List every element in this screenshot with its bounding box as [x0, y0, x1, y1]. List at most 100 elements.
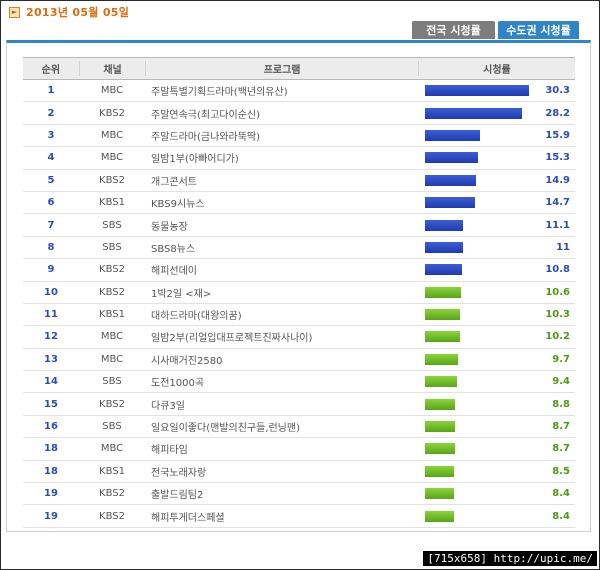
ratings-table: 순위 채널 프로그램 시청률 1 MBC 주말특별기획드라마(백년의유산) 30.3 2…: [23, 57, 575, 528]
rating-bar: [425, 398, 455, 410]
channel-cell: KBS2: [99, 510, 125, 522]
program-cell: 주말드라마(금나와라뚝딱): [151, 131, 261, 143]
table-row: 3 MBC 주말드라마(금나와라뚝딱) 15.9: [23, 125, 575, 148]
table-row: 16 SBS 일요일이좋다(맨발의친구들,런닝맨) 8.7: [23, 416, 575, 439]
rank-cell: 2: [47, 107, 55, 119]
rating-bar: [425, 219, 463, 231]
rating-cell: 15.3: [418, 147, 575, 168]
header-program: 프로그램: [145, 61, 418, 76]
ratings-panel: 순위 채널 프로그램 시청률 1 MBC 주말특별기획드라마(백년의유산) 30.3 2…: [6, 40, 591, 532]
rating-value: 15.3: [545, 152, 570, 164]
rating-bar: [425, 129, 480, 141]
channel-cell: KBS1: [99, 309, 125, 321]
rating-bar: [425, 241, 463, 253]
program-cell: SBS8뉴스: [151, 243, 196, 255]
date-label: 2013년 05월 05일: [26, 6, 130, 19]
rank-cell: 18: [44, 465, 58, 477]
channel-cell: MBC: [100, 443, 124, 455]
rating-bar: [425, 286, 461, 298]
table-row: 15 KBS2 다큐3일 8.8: [23, 393, 575, 416]
channel-cell: MBC: [100, 353, 124, 365]
program-cell: 시사매거진2580: [151, 355, 223, 367]
channel-cell: KBS1: [99, 465, 125, 477]
rating-value: 8.4: [552, 510, 570, 522]
rating-bar: [425, 197, 475, 209]
program-cell: 전국노래자랑: [151, 467, 207, 479]
table-row: 18 KBS1 전국노래자랑 8.5: [23, 461, 575, 484]
channel-cell: KBS2: [99, 264, 125, 276]
table-row: 1 MBC 주말특별기획드라마(백년의유산) 30.3: [23, 80, 575, 103]
rating-cell: 9.4: [418, 371, 575, 392]
table-row: 8 SBS SBS8뉴스 11: [23, 237, 575, 260]
rank-cell: 16: [44, 421, 58, 433]
date-bar: ► 2013년 05월 05일: [9, 4, 129, 20]
table-row: 6 KBS1 KBS9시뉴스 14.7: [23, 192, 575, 215]
program-cell: 해피타임: [151, 445, 188, 457]
program-cell: 일밤1부(아빠어디가): [151, 154, 239, 166]
rating-bar: [425, 309, 460, 321]
rank-cell: 3: [47, 129, 55, 141]
rating-value: 10.8: [545, 264, 570, 276]
tab-capital-rating[interactable]: 수도권 시청률: [498, 21, 579, 39]
program-cell: 도전1000곡: [151, 378, 205, 390]
rating-cell: 10.3: [418, 304, 575, 325]
program-cell: KBS9시뉴스: [151, 199, 205, 211]
rating-value: 10.3: [545, 309, 570, 321]
rating-bar: [425, 443, 455, 455]
table-row: 18 MBC 해피타임 8.7: [23, 438, 575, 461]
rating-cell: 8.5: [418, 461, 575, 482]
table-row: 11 KBS1 대하드라마(대왕의꿈) 10.3: [23, 304, 575, 327]
rating-cell: 10.8: [418, 259, 575, 280]
rating-value: 10.2: [545, 331, 570, 343]
rank-cell: 10: [44, 286, 58, 298]
rating-value: 14.7: [545, 197, 570, 209]
rating-cell: 11.1: [418, 214, 575, 235]
rank-cell: 15: [44, 398, 58, 410]
table-row: 10 KBS2 1박2일 <재> 10.6: [23, 282, 575, 304]
rating-value: 8.5: [552, 465, 570, 477]
table-row: 19 KBS2 출발드림팀2 8.4: [23, 483, 575, 506]
table-row: 19 KBS2 해피투게더스페셜 8.4: [23, 505, 575, 528]
tab-national-rating[interactable]: 전국 시청률: [412, 21, 495, 39]
rating-cell: 28.2: [418, 102, 575, 123]
program-cell: 주말연속극(최고다이순신): [151, 109, 261, 121]
rating-cell: 14.7: [418, 192, 575, 213]
channel-cell: MBC: [100, 331, 124, 343]
rating-cell: 11: [418, 237, 575, 258]
channel-cell: SBS: [102, 241, 122, 253]
rank-cell: 1: [47, 85, 55, 97]
rank-cell: 12: [44, 331, 58, 343]
rating-value: 11: [556, 241, 570, 253]
rating-cell: 10.2: [418, 326, 575, 347]
table-row: 7 SBS 동물농장 11.1: [23, 214, 575, 237]
rating-value: 8.7: [552, 443, 570, 455]
program-cell: 다큐3일: [151, 400, 185, 412]
program-cell: 개그콘서트: [151, 176, 197, 188]
rating-value: 28.2: [545, 107, 570, 119]
rating-cell: 10.6: [418, 282, 575, 303]
rating-bar: [425, 510, 454, 522]
table-row: 13 MBC 시사매거진2580 9.7: [23, 349, 575, 372]
table-row: 2 KBS2 주말연속극(최고다이순신) 28.2: [23, 102, 575, 125]
channel-cell: KBS2: [99, 286, 125, 298]
rank-cell: 4: [47, 152, 55, 164]
rating-cell: 8.7: [418, 438, 575, 459]
rating-bar: [425, 353, 458, 365]
rating-cell: 8.7: [418, 416, 575, 437]
program-cell: 해피선데이: [151, 266, 197, 278]
rating-bar: [425, 421, 455, 433]
program-cell: 출발드림팀2: [151, 490, 204, 502]
rating-bar: [425, 174, 476, 186]
channel-cell: SBS: [102, 376, 122, 388]
rating-cell: 14.9: [418, 170, 575, 191]
table-body: 1 MBC 주말특별기획드라마(백년의유산) 30.3 2 KBS2 주말연속극(최고다이순…: [23, 80, 575, 528]
program-cell: 1박2일 <재>: [151, 288, 212, 300]
rank-cell: 11: [44, 309, 58, 321]
rating-bar: [425, 488, 454, 500]
rating-cell: 8.4: [418, 483, 575, 504]
rank-cell: 14: [44, 376, 58, 388]
rank-cell: 6: [47, 197, 55, 209]
channel-cell: MBC: [100, 152, 124, 164]
header-rating: 시청률: [417, 61, 575, 76]
